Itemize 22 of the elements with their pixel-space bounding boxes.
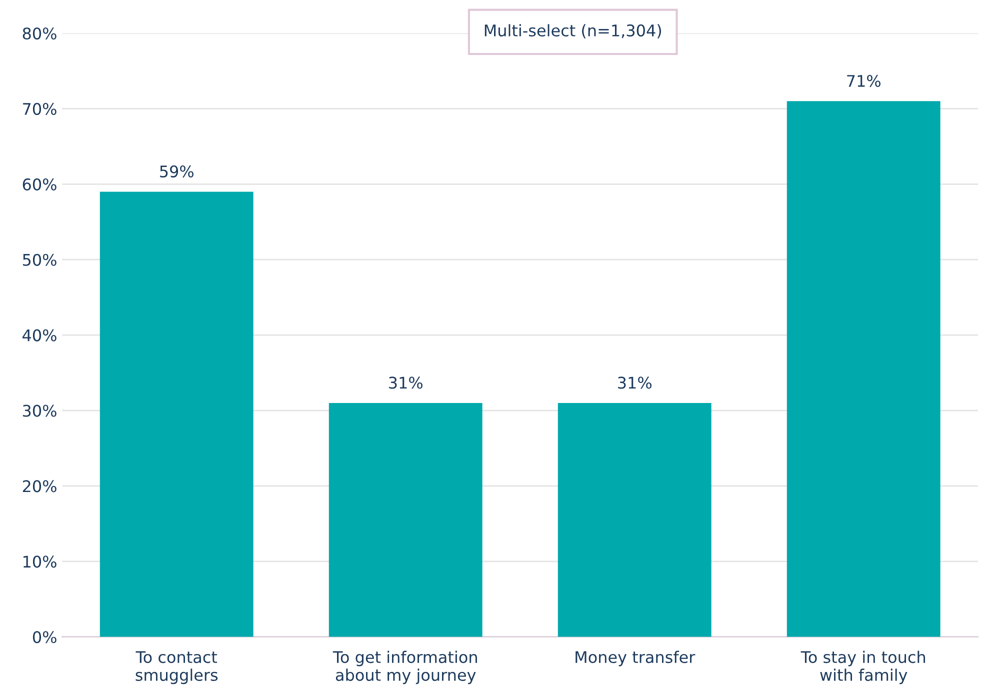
y-tick-label: 10% [24,556,56,568]
annotation: Multi-select (n=1,304) [484,24,662,38]
y-tick-label: 0% [32,631,56,644]
y-tick-label: 30% [22,404,56,417]
y-tick-label: 20% [22,480,56,492]
y-tick-label: 70% [23,102,56,116]
data-label: 31% [389,376,422,389]
bar [558,402,712,637]
data-label: 71% [847,74,880,87]
y-tick-label: 40% [22,329,56,342]
y-tick-label: 50% [22,254,56,266]
x-tick-label: To stay in touch with family [800,650,926,684]
x-tick-label: To get information about my journey [332,650,477,684]
data-label: 31% [618,376,652,389]
x-tick-label: Money transfer [576,650,696,666]
data-label: 59% [160,165,194,178]
x-tick-label: To contact smugglers [136,651,218,684]
bar [786,101,940,637]
y-tick-label: 60% [22,178,56,190]
bar [328,402,482,637]
bar [100,192,254,637]
y-tick-label: 80% [22,27,56,40]
